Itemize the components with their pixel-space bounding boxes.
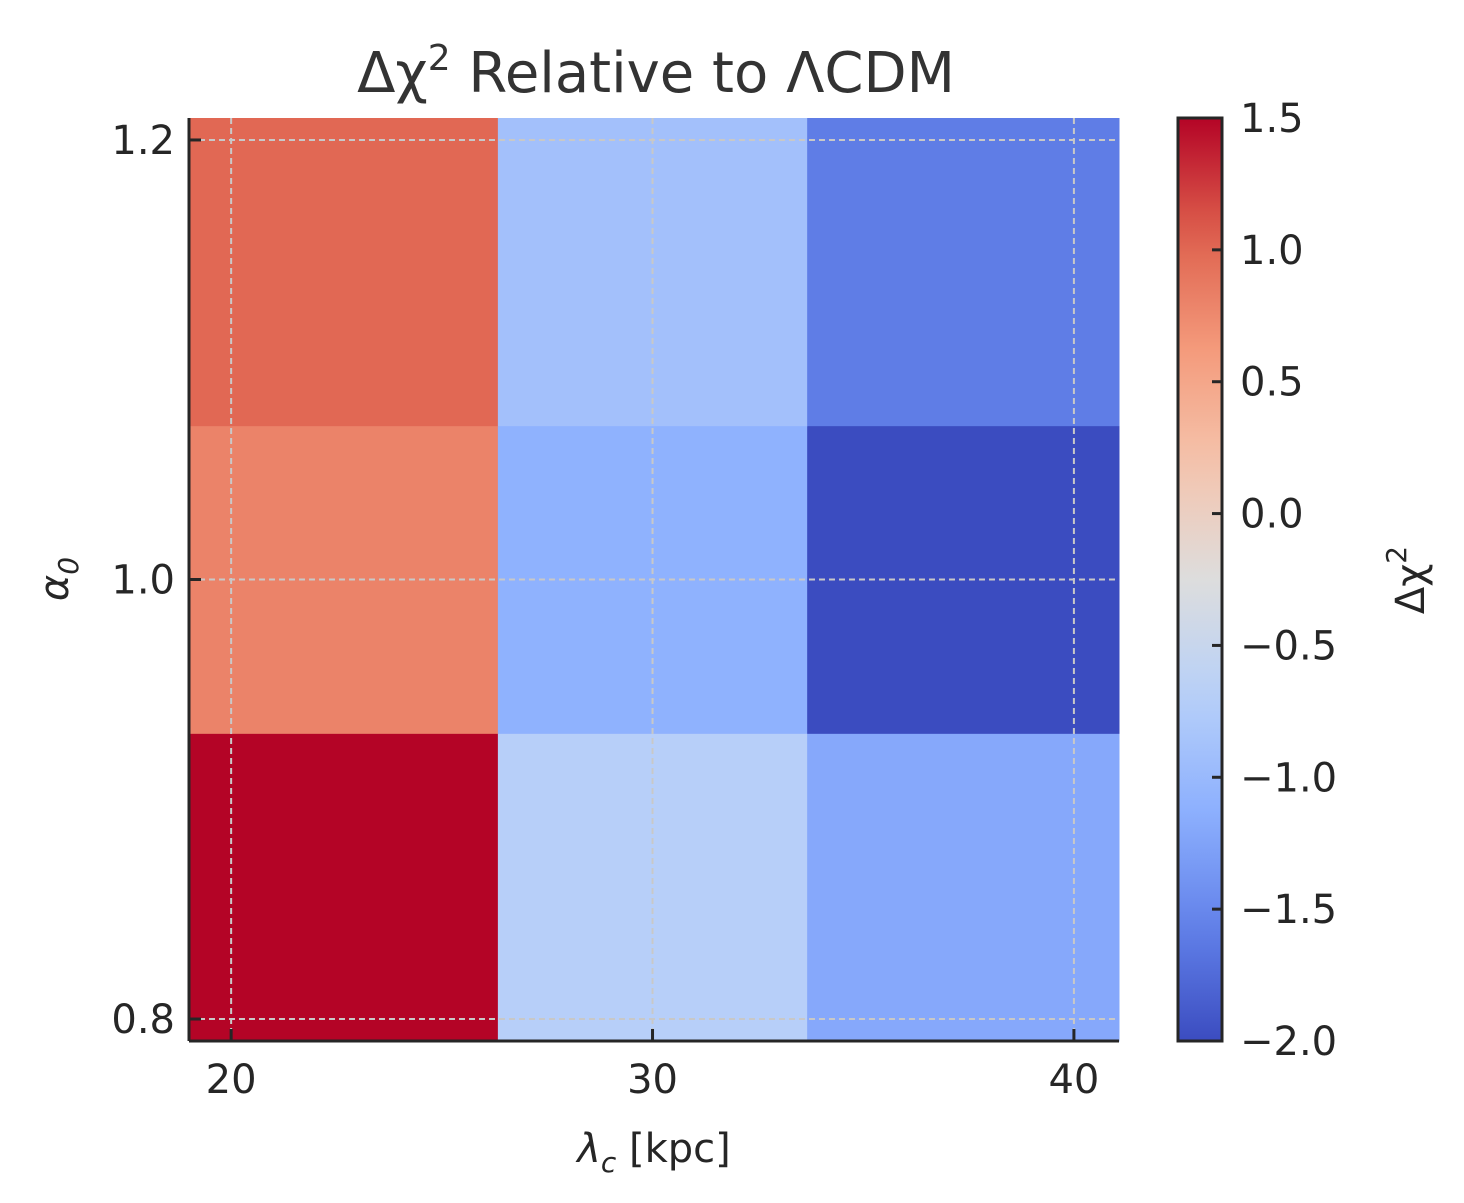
colorbar-tick-label: 0.5: [1240, 360, 1304, 406]
y-tick-label: 1.0: [111, 558, 175, 604]
heatmap-cell: [807, 118, 1120, 427]
colorbar-gradient: [1178, 118, 1222, 1041]
x-axis-ticks: 20 30 40: [206, 1029, 1099, 1103]
colorbar-tick-label: −1.0: [1240, 755, 1337, 801]
heatmap-cell: [189, 118, 499, 427]
colorbar-tick-label: 0.0: [1240, 492, 1304, 538]
heatmap-cell: [189, 733, 499, 1042]
colorbar-tick-label: 1.0: [1240, 228, 1304, 274]
colorbar-tick-label: −0.5: [1240, 623, 1337, 669]
colorbar: 1.5 1.0 0.5 0.0 −0.5 −1.0 −1.5 −2.0: [1176, 96, 1337, 1065]
x-axis-label: λc [kpc]: [575, 1126, 731, 1179]
colorbar-label: Δχ2: [1380, 546, 1434, 614]
colorbar-tick-label: −2.0: [1240, 1019, 1337, 1065]
y-axis-label: α0: [32, 557, 85, 601]
colorbar-tick-label: 1.5: [1240, 96, 1304, 142]
grid-lines: [189, 118, 1119, 1041]
colorbar-tick-label: −1.5: [1240, 887, 1337, 933]
heatmap-cell: [807, 733, 1120, 1042]
y-axis-ticks: 0.8 1.0 1.2: [111, 118, 201, 1043]
x-tick-label: 30: [627, 1057, 678, 1103]
x-tick-label: 40: [1048, 1057, 1099, 1103]
y-tick-label: 1.2: [111, 118, 175, 164]
colorbar-frame: [1176, 116, 1224, 1043]
chart-title: Δχ2 Relative to ΛCDM: [357, 38, 955, 106]
y-tick-label: 0.8: [111, 997, 175, 1043]
x-tick-label: 20: [206, 1057, 257, 1103]
